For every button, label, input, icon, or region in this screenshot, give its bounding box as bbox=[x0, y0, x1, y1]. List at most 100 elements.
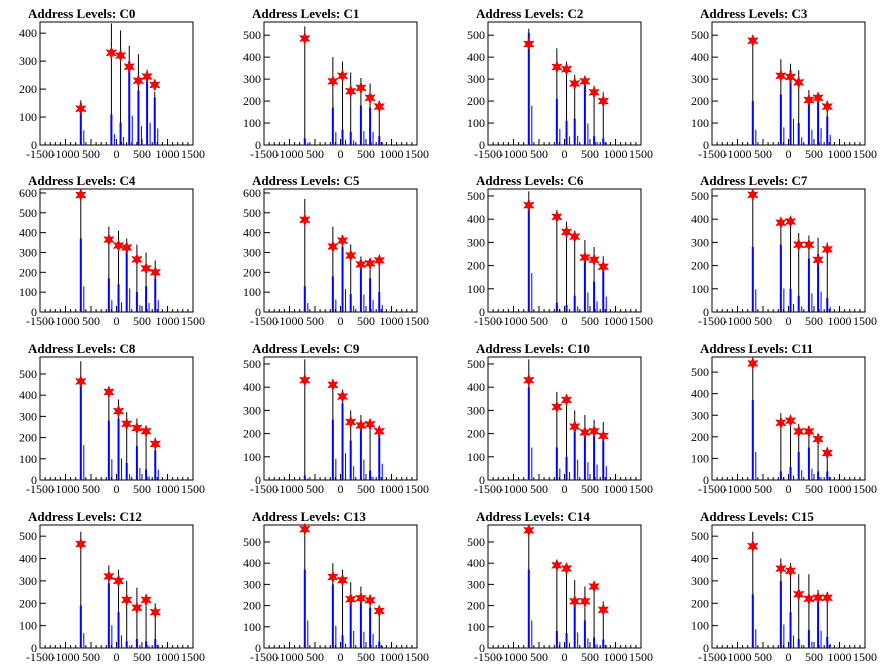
x-tick-label: 500 bbox=[133, 650, 151, 664]
peak-marker bbox=[775, 69, 787, 83]
y-tick-label: 500 bbox=[691, 365, 709, 379]
x-tick-label: 500 bbox=[82, 650, 100, 664]
plot-frame bbox=[487, 524, 642, 649]
x-tick-label: 1500 bbox=[629, 314, 653, 328]
x-tick-label: -1500 bbox=[250, 482, 278, 496]
y-tick-label: 200 bbox=[691, 430, 709, 444]
peak-marker bbox=[141, 69, 153, 84]
plot-frame bbox=[711, 21, 866, 146]
peak-marker bbox=[784, 564, 797, 578]
plot-frame bbox=[263, 21, 418, 146]
peak-marker bbox=[327, 570, 339, 584]
peak-marker bbox=[149, 437, 162, 451]
y-tick-label: 300 bbox=[243, 245, 261, 259]
peak-marker bbox=[344, 84, 357, 98]
x-tick-label: 1500 bbox=[853, 314, 877, 328]
panel-title: Address Levels: C8 bbox=[28, 341, 136, 356]
y-tick-label: 500 bbox=[691, 529, 709, 543]
peak-marker bbox=[568, 229, 581, 244]
peak-marker bbox=[149, 265, 162, 279]
peak-marker bbox=[140, 424, 152, 438]
y-tick-label: 400 bbox=[467, 380, 485, 394]
y-tick-label: 100 bbox=[467, 620, 485, 634]
y-tick-label: 600 bbox=[19, 186, 37, 200]
x-tick-label: 0 bbox=[562, 314, 568, 328]
panel-c2: Address Levels: C2 0 100 200 300 400 500 -1500-… bbox=[467, 6, 653, 161]
x-tick-label: 500 bbox=[805, 650, 823, 664]
y-tick-label: 300 bbox=[467, 403, 485, 417]
x-tick-label: -1500 bbox=[26, 482, 54, 496]
peak-marker bbox=[588, 424, 600, 438]
x-tick-label: -1500 bbox=[698, 650, 726, 664]
x-tick-label: 500 bbox=[754, 650, 772, 664]
y-tick-label: 500 bbox=[467, 189, 485, 203]
x-tick-label: 1500 bbox=[629, 482, 653, 496]
peak-marker bbox=[327, 74, 339, 88]
peak-marker bbox=[551, 558, 563, 572]
peak-marker bbox=[373, 99, 386, 114]
peak-marker bbox=[821, 242, 834, 256]
peak-marker bbox=[803, 238, 815, 252]
peak-marker bbox=[784, 70, 797, 84]
panel-title: Address Levels: C14 bbox=[476, 509, 590, 524]
peak-marker bbox=[336, 69, 349, 83]
y-tick-label: 500 bbox=[243, 357, 261, 371]
peak-marker bbox=[821, 99, 834, 114]
peak-marker bbox=[560, 225, 573, 239]
peak-marker bbox=[784, 214, 797, 229]
y-tick-label: 100 bbox=[467, 116, 485, 130]
y-tick-label: 400 bbox=[467, 212, 485, 226]
x-tick-label: 500 bbox=[357, 482, 375, 496]
panel-c4: Address Levels: C4 0 100 200 300 400 500 600 -15… bbox=[19, 173, 205, 328]
peak-marker bbox=[803, 93, 815, 107]
x-tick-label: -1000 bbox=[500, 650, 528, 664]
x-tick-label: 1500 bbox=[629, 650, 653, 664]
peak-marker bbox=[327, 239, 339, 254]
y-tick-label: 300 bbox=[691, 235, 709, 249]
peak-marker bbox=[373, 253, 386, 268]
y-tick-label: 300 bbox=[19, 245, 37, 259]
peak-marker bbox=[551, 210, 563, 224]
peak-marker bbox=[103, 569, 115, 584]
x-tick-label: -1500 bbox=[250, 314, 278, 328]
y-tick-label: 0 bbox=[255, 138, 261, 152]
peak-marker bbox=[120, 593, 133, 607]
peak-marker bbox=[373, 424, 386, 438]
x-tick-label: 0 bbox=[338, 147, 344, 161]
peak-marker bbox=[812, 432, 824, 446]
peak-marker bbox=[364, 256, 376, 271]
y-tick-label: 200 bbox=[243, 599, 261, 613]
x-tick-label: 1000 bbox=[380, 314, 404, 328]
peak-marker bbox=[775, 216, 787, 230]
x-tick-label: 500 bbox=[805, 314, 823, 328]
peak-marker bbox=[551, 400, 563, 414]
x-tick-label: 1500 bbox=[181, 482, 205, 496]
y-tick-label: 400 bbox=[19, 388, 37, 402]
peak-marker bbox=[344, 415, 357, 429]
peak-marker bbox=[560, 561, 573, 576]
peak-marker bbox=[344, 592, 357, 606]
y-tick-label: 200 bbox=[19, 431, 37, 445]
y-tick-label: 200 bbox=[243, 265, 261, 279]
y-tick-label: 500 bbox=[19, 206, 37, 220]
panel-c14: Address Levels: C14 0 100 200 300 400 500 -1500… bbox=[467, 509, 653, 664]
peak-marker bbox=[523, 523, 535, 537]
peak-marker bbox=[344, 248, 357, 263]
y-tick-label: 300 bbox=[243, 403, 261, 417]
x-tick-label: 1000 bbox=[604, 650, 628, 664]
peak-marker bbox=[747, 539, 759, 553]
panel-title: Address Levels: C12 bbox=[28, 509, 142, 524]
y-tick-label: 300 bbox=[467, 72, 485, 86]
x-tick-label: 500 bbox=[82, 147, 100, 161]
y-tick-label: 400 bbox=[691, 50, 709, 64]
peak-marker bbox=[784, 414, 797, 428]
peak-marker bbox=[75, 102, 87, 116]
x-tick-label: -1000 bbox=[724, 650, 752, 664]
panel-c15: Address Levels: C15 0 100 200 300 400 500 -1500… bbox=[691, 509, 877, 664]
panel-title: Address Levels: C0 bbox=[28, 6, 135, 21]
x-tick-label: 500 bbox=[133, 314, 151, 328]
y-tick-label: 500 bbox=[467, 28, 485, 42]
x-tick-label: -1000 bbox=[724, 482, 752, 496]
y-tick-label: 100 bbox=[467, 282, 485, 296]
